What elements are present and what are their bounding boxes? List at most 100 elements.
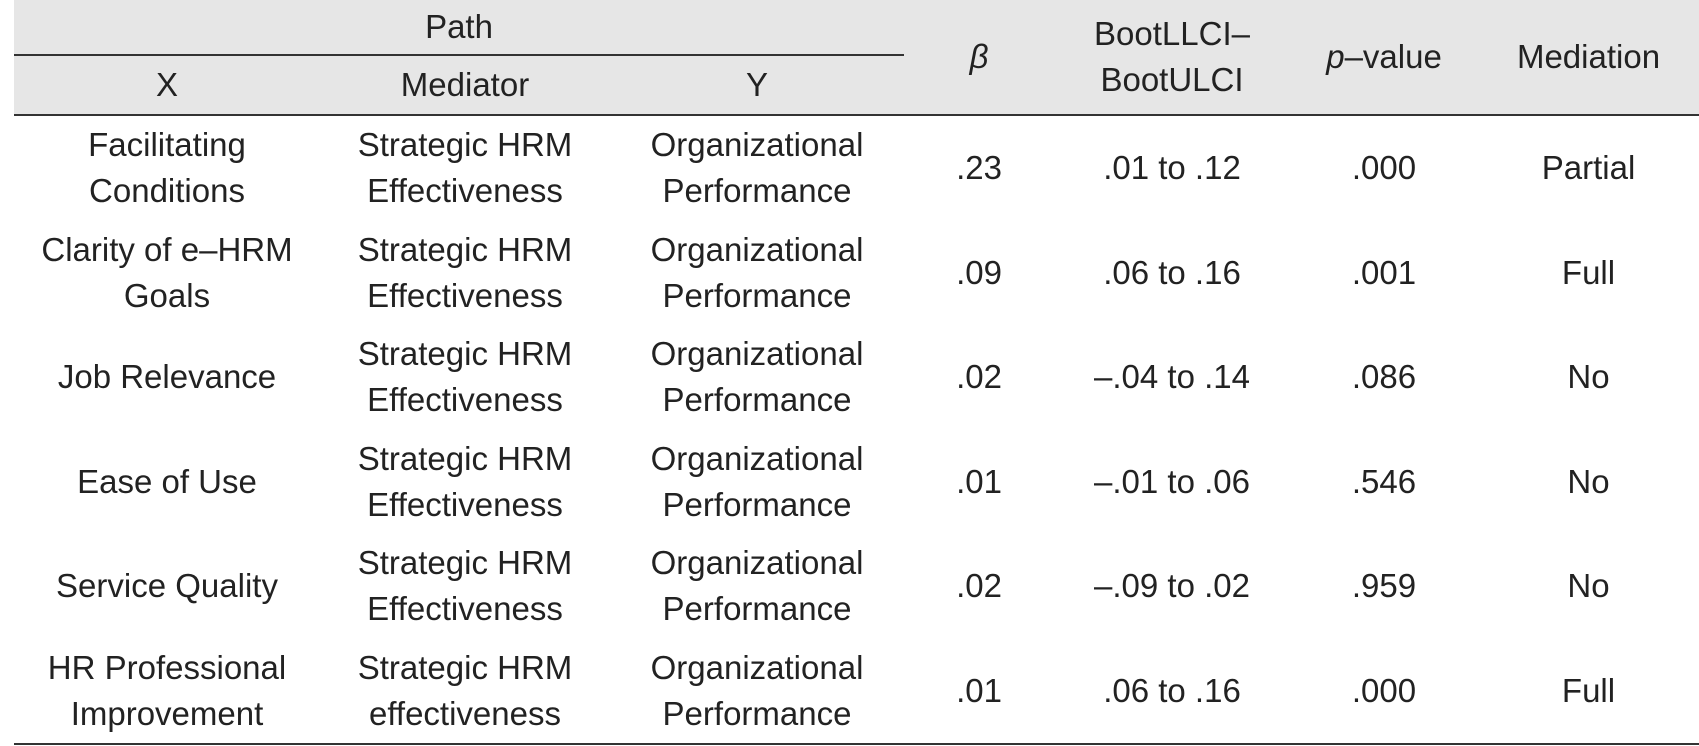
y-cell-line1: Organizational <box>650 648 864 686</box>
y-cell: Organizational Performance <box>610 534 904 639</box>
x-cell: Clarity of e–HRM Goals <box>14 221 320 326</box>
x-cell-line1: Job Relevance <box>57 358 277 396</box>
mediator-cell: Strategic HRM Effectiveness <box>320 115 610 221</box>
beta-cell: .23 <box>956 149 1002 187</box>
ci-cell: .06 to .16 <box>1054 638 1291 745</box>
beta-header: β <box>904 0 1055 116</box>
beta-header-label: β <box>969 38 989 75</box>
y-cell-line1: Organizational <box>650 439 864 477</box>
p-value-cell: .000 <box>1351 149 1417 187</box>
p-value-cell: .959 <box>1351 567 1417 605</box>
x-cell: Service Quality <box>14 534 320 639</box>
p-value-header: p–value <box>1290 0 1479 116</box>
y-cell-line1: Organizational <box>650 230 864 268</box>
y-header: Y <box>610 55 905 116</box>
x-cell: HR Professional Improvement <box>14 638 320 745</box>
x-header: X <box>14 55 320 116</box>
p-value-cell: .086 <box>1351 358 1417 396</box>
y-cell: Organizational Performance <box>610 430 904 535</box>
mediator-cell-line2: Effectiveness <box>367 381 563 419</box>
ci-cell: .01 to .12 <box>1103 149 1241 187</box>
mediator-cell-line1: Strategic HRM <box>357 544 573 582</box>
mediator-cell: Strategic HRM Effectiveness <box>320 325 610 430</box>
mediator-cell: Strategic HRM Effectiveness <box>320 534 610 639</box>
path-header-label: Path <box>425 8 493 45</box>
ci-cell: –.01 to .06 <box>1094 462 1250 500</box>
mediation-cell: Full <box>1561 253 1616 291</box>
mediation-header-label: Mediation <box>1516 38 1661 75</box>
beta-cell: .02 <box>956 358 1002 396</box>
x-cell-line1: Facilitating <box>88 126 246 164</box>
y-header-label: Y <box>746 66 769 103</box>
mediation-cell: Partial <box>1541 149 1636 187</box>
y-cell-line2: Performance <box>662 172 852 210</box>
x-header-label: X <box>155 66 178 103</box>
table-row: Clarity of e–HRM Goals Strategic HRM Eff… <box>14 221 1699 326</box>
p-value-cell: .001 <box>1351 253 1417 291</box>
y-cell: Organizational Performance <box>610 115 904 221</box>
y-cell-line2: Performance <box>662 381 852 419</box>
table-row: Job Relevance Strategic HRM Effectivenes… <box>14 325 1699 430</box>
y-cell: Organizational Performance <box>610 638 905 745</box>
mediator-cell-line1: Strategic HRM <box>357 230 573 268</box>
y-cell-line2: Performance <box>662 590 852 628</box>
mediator-header: Mediator <box>320 55 610 116</box>
x-cell-line2: Conditions <box>89 172 245 210</box>
mediator-cell: Strategic HRM Effectiveness <box>320 430 610 535</box>
p-value-suffix: –value <box>1344 38 1442 75</box>
mediator-cell: Strategic HRM effectiveness <box>320 638 610 745</box>
mediation-header: Mediation <box>1478 0 1699 116</box>
mediation-cell: No <box>1567 358 1610 396</box>
ci-cell: .06 to .16 <box>1103 253 1241 291</box>
mediation-cell: Full <box>1478 638 1699 745</box>
y-cell-line1: Organizational <box>650 335 864 373</box>
y-cell-line1: Organizational <box>650 544 864 582</box>
table-row: HR Professional Improvement Strategic HR… <box>14 638 1699 745</box>
mediation-table-container: Path β BootLLCI– BootULCI p–value Mediat… <box>14 0 1699 745</box>
beta-cell: .02 <box>956 567 1002 605</box>
y-cell-line1: Organizational <box>650 126 864 164</box>
mediator-cell-line2: effectiveness <box>368 694 561 732</box>
beta-cell: .01 <box>904 638 1055 745</box>
x-cell-line2: Improvement <box>70 694 264 732</box>
x-cell: Ease of Use <box>14 430 320 535</box>
x-cell-line1: HR Professional <box>47 648 287 686</box>
x-cell-line1: Clarity of e–HRM <box>41 230 293 268</box>
mediation-table: Path β BootLLCI– BootULCI p–value Mediat… <box>14 0 1699 745</box>
y-cell-line2: Performance <box>662 276 852 314</box>
path-header: Path <box>14 0 941 56</box>
mediator-cell-line1: Strategic HRM <box>357 335 573 373</box>
mediator-cell-line2: Effectiveness <box>367 276 563 314</box>
x-cell: Job Relevance <box>14 325 320 430</box>
ci-header: BootLLCI– BootULCI <box>1054 0 1291 116</box>
y-cell: Organizational Performance <box>610 221 904 326</box>
mediator-header-label: Mediator <box>400 66 530 103</box>
table-row: Facilitating Conditions Strategic HRM Ef… <box>14 115 1699 221</box>
p-value-cell: .546 <box>1351 462 1417 500</box>
y-cell-line2: Performance <box>662 485 852 523</box>
mediator-cell-line2: Effectiveness <box>367 590 563 628</box>
table-row: Service Quality Strategic HRM Effectiven… <box>14 534 1699 639</box>
mediator-cell-line2: Effectiveness <box>367 172 563 210</box>
ci-cell: –.04 to .14 <box>1094 358 1250 396</box>
p-value-symbol: p <box>1326 38 1345 75</box>
x-cell-line2: Goals <box>123 276 211 314</box>
x-cell: Facilitating Conditions <box>14 115 320 221</box>
x-cell-line1: Ease of Use <box>77 462 257 500</box>
beta-cell: .09 <box>956 253 1002 291</box>
ci-header-line2: BootULCI <box>1100 61 1244 98</box>
table-body: Facilitating Conditions Strategic HRM Ef… <box>14 115 1699 745</box>
mediator-cell-line1: Strategic HRM <box>357 648 573 686</box>
ci-cell: –.09 to .02 <box>1094 567 1250 605</box>
x-cell-line1: Service Quality <box>56 567 278 605</box>
mediator-cell-line2: Effectiveness <box>367 485 563 523</box>
table-row: Ease of Use Strategic HRM Effectiveness … <box>14 430 1699 535</box>
mediation-cell: No <box>1567 567 1610 605</box>
p-value-cell: .000 <box>1290 638 1479 745</box>
y-cell: Organizational Performance <box>610 325 904 430</box>
ci-header-line1: BootLLCI– <box>1094 15 1250 52</box>
y-cell-line2: Performance <box>662 694 852 732</box>
mediation-cell: No <box>1567 462 1610 500</box>
beta-cell: .01 <box>956 462 1002 500</box>
mediator-cell-line1: Strategic HRM <box>357 126 573 164</box>
